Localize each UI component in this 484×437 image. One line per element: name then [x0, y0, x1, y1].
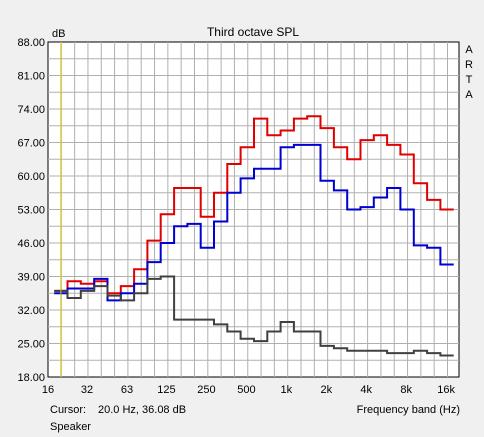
- y-tick-labels: 88.00 81.00 74.00 67.00 60.00 53.00 46.00 39.00…: [17, 37, 45, 384]
- series-line: [54, 115, 454, 295]
- chart-series: [54, 115, 454, 357]
- x-tick-label: 16k: [437, 384, 455, 396]
- x-tick-labels: 16 32 63 125 250 500 1k 2k 4k 8k 16k: [42, 384, 456, 396]
- x-tick-label: 63: [121, 384, 133, 396]
- x-tick-label: 1k: [281, 384, 293, 396]
- status-text: Speaker: [50, 421, 91, 433]
- cursor-label: Cursor:: [50, 404, 87, 416]
- chart-title: Third octave SPL: [207, 25, 299, 39]
- series-line: [54, 143, 454, 302]
- y-tick-label: 53.00: [17, 205, 45, 217]
- x-tick-label: 16: [42, 384, 54, 396]
- y-tick-label: 74.00: [17, 104, 45, 116]
- y-axis-label: dB: [52, 28, 65, 40]
- y-tick-label: 39.00: [17, 272, 45, 284]
- y-tick-label: 25.00: [17, 339, 45, 351]
- x-tick-label: 32: [81, 384, 93, 396]
- x-tick-label: 4k: [360, 384, 372, 396]
- x-tick-label: 2k: [320, 384, 332, 396]
- side-label-letter: A: [465, 44, 473, 56]
- y-tick-label: 18.00: [17, 372, 45, 384]
- y-tick-label: 81.00: [17, 71, 45, 83]
- y-tick-label: 60.00: [17, 171, 45, 183]
- side-label-letter: R: [465, 59, 473, 71]
- cursor-readout: 20.0 Hz, 36.08 dB: [98, 404, 187, 416]
- y-tick-label: 46.00: [17, 238, 45, 250]
- y-tick-label: 32.00: [17, 305, 45, 317]
- y-tick-label: 67.00: [17, 138, 45, 150]
- x-tick-label: 125: [157, 384, 175, 396]
- side-label-letter: T: [466, 74, 473, 86]
- x-tick-label: 250: [197, 384, 215, 396]
- chart-grid: [48, 42, 459, 377]
- series-line: [54, 275, 454, 357]
- y-tick-label: 88.00: [17, 37, 45, 49]
- x-tick-label: 8k: [400, 384, 412, 396]
- x-axis-label: Frequency band (Hz): [356, 404, 460, 416]
- side-label-letter: A: [465, 89, 473, 101]
- x-tick-label: 500: [237, 384, 255, 396]
